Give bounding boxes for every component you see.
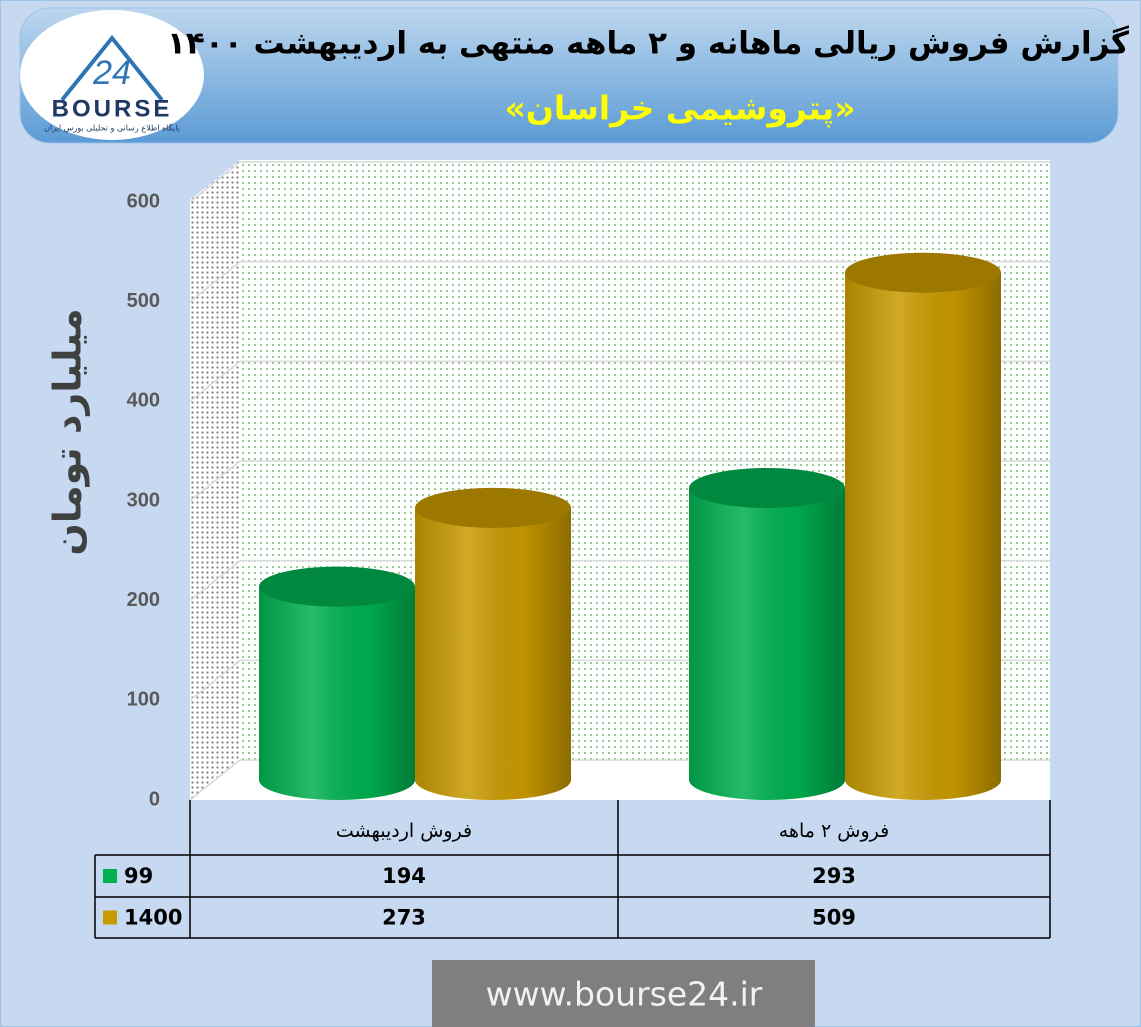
logo-bg	[20, 10, 204, 140]
legend-label: 99	[124, 864, 153, 888]
cylinder-top	[689, 467, 845, 508]
logo-name: BOURSE	[52, 95, 173, 122]
footer-box	[432, 960, 815, 1027]
y-tick-label: 0	[149, 788, 160, 810]
bars	[259, 252, 1001, 800]
grid-line-side	[189, 161, 241, 203]
table-value: 273	[382, 906, 426, 930]
logo-shape	[60, 34, 164, 102]
y-axis-label: میلیارد تومان	[46, 308, 90, 555]
grid-line-side	[189, 659, 241, 701]
table-value: 509	[812, 906, 856, 930]
footer-url: www.bourse24.ir	[486, 975, 763, 1014]
y-tick-label: 300	[127, 489, 160, 511]
grid-line-side	[189, 360, 241, 402]
side-wall	[190, 160, 240, 800]
grid-line-side	[189, 560, 241, 602]
grid-line-side	[189, 261, 241, 303]
y-tick-label: 600	[127, 190, 160, 212]
cylinder-shade	[689, 487, 845, 800]
logo-number: 24	[92, 54, 131, 92]
y-tick-label: 100	[127, 689, 160, 711]
category-label: فروش اردیبهشت	[336, 820, 472, 842]
grid-line-side	[189, 759, 241, 801]
category-label: فروش ۲ ماهه	[779, 820, 889, 842]
y-tick-label: 500	[127, 290, 160, 312]
data-table: فروش اردیبهشت فروش ۲ ماهه 99 194 293 1400 273 5…	[94, 800, 1051, 939]
cylinder-top-shade	[689, 467, 845, 508]
cylinder-top-shade	[845, 252, 1001, 293]
table-value: 293	[812, 864, 856, 888]
legend-label: 1400	[124, 906, 182, 930]
cylinder-top-shade	[415, 487, 571, 528]
title: گزارش فروش ریالی ماهانه و ۲ ماهه منتهی ب…	[167, 25, 1130, 62]
logo-tagline: پایگاه اطلاع رسانی و تحلیلی بورس ایران	[44, 123, 180, 133]
cylinder-shade	[415, 507, 571, 800]
cylinder	[259, 566, 415, 800]
y-tick-label: 400	[127, 390, 160, 412]
table-value: 194	[382, 864, 426, 888]
cylinder-top	[415, 487, 571, 528]
grid-line-side	[189, 460, 241, 502]
subtitle: «پتروشیمی خراسان»	[504, 89, 855, 129]
cylinder-top-shade	[259, 566, 415, 607]
cylinder	[415, 487, 571, 800]
cylinder-top	[845, 252, 1001, 293]
legend-swatch	[103, 869, 117, 883]
cylinder-shade	[845, 272, 1001, 800]
cylinder	[689, 467, 845, 800]
cylinder-shade	[259, 586, 415, 800]
cylinder	[845, 252, 1001, 800]
cylinder-top	[259, 566, 415, 607]
legend-swatch	[103, 910, 117, 925]
header-box	[19, 7, 1119, 144]
y-tick-label: 200	[127, 589, 160, 611]
